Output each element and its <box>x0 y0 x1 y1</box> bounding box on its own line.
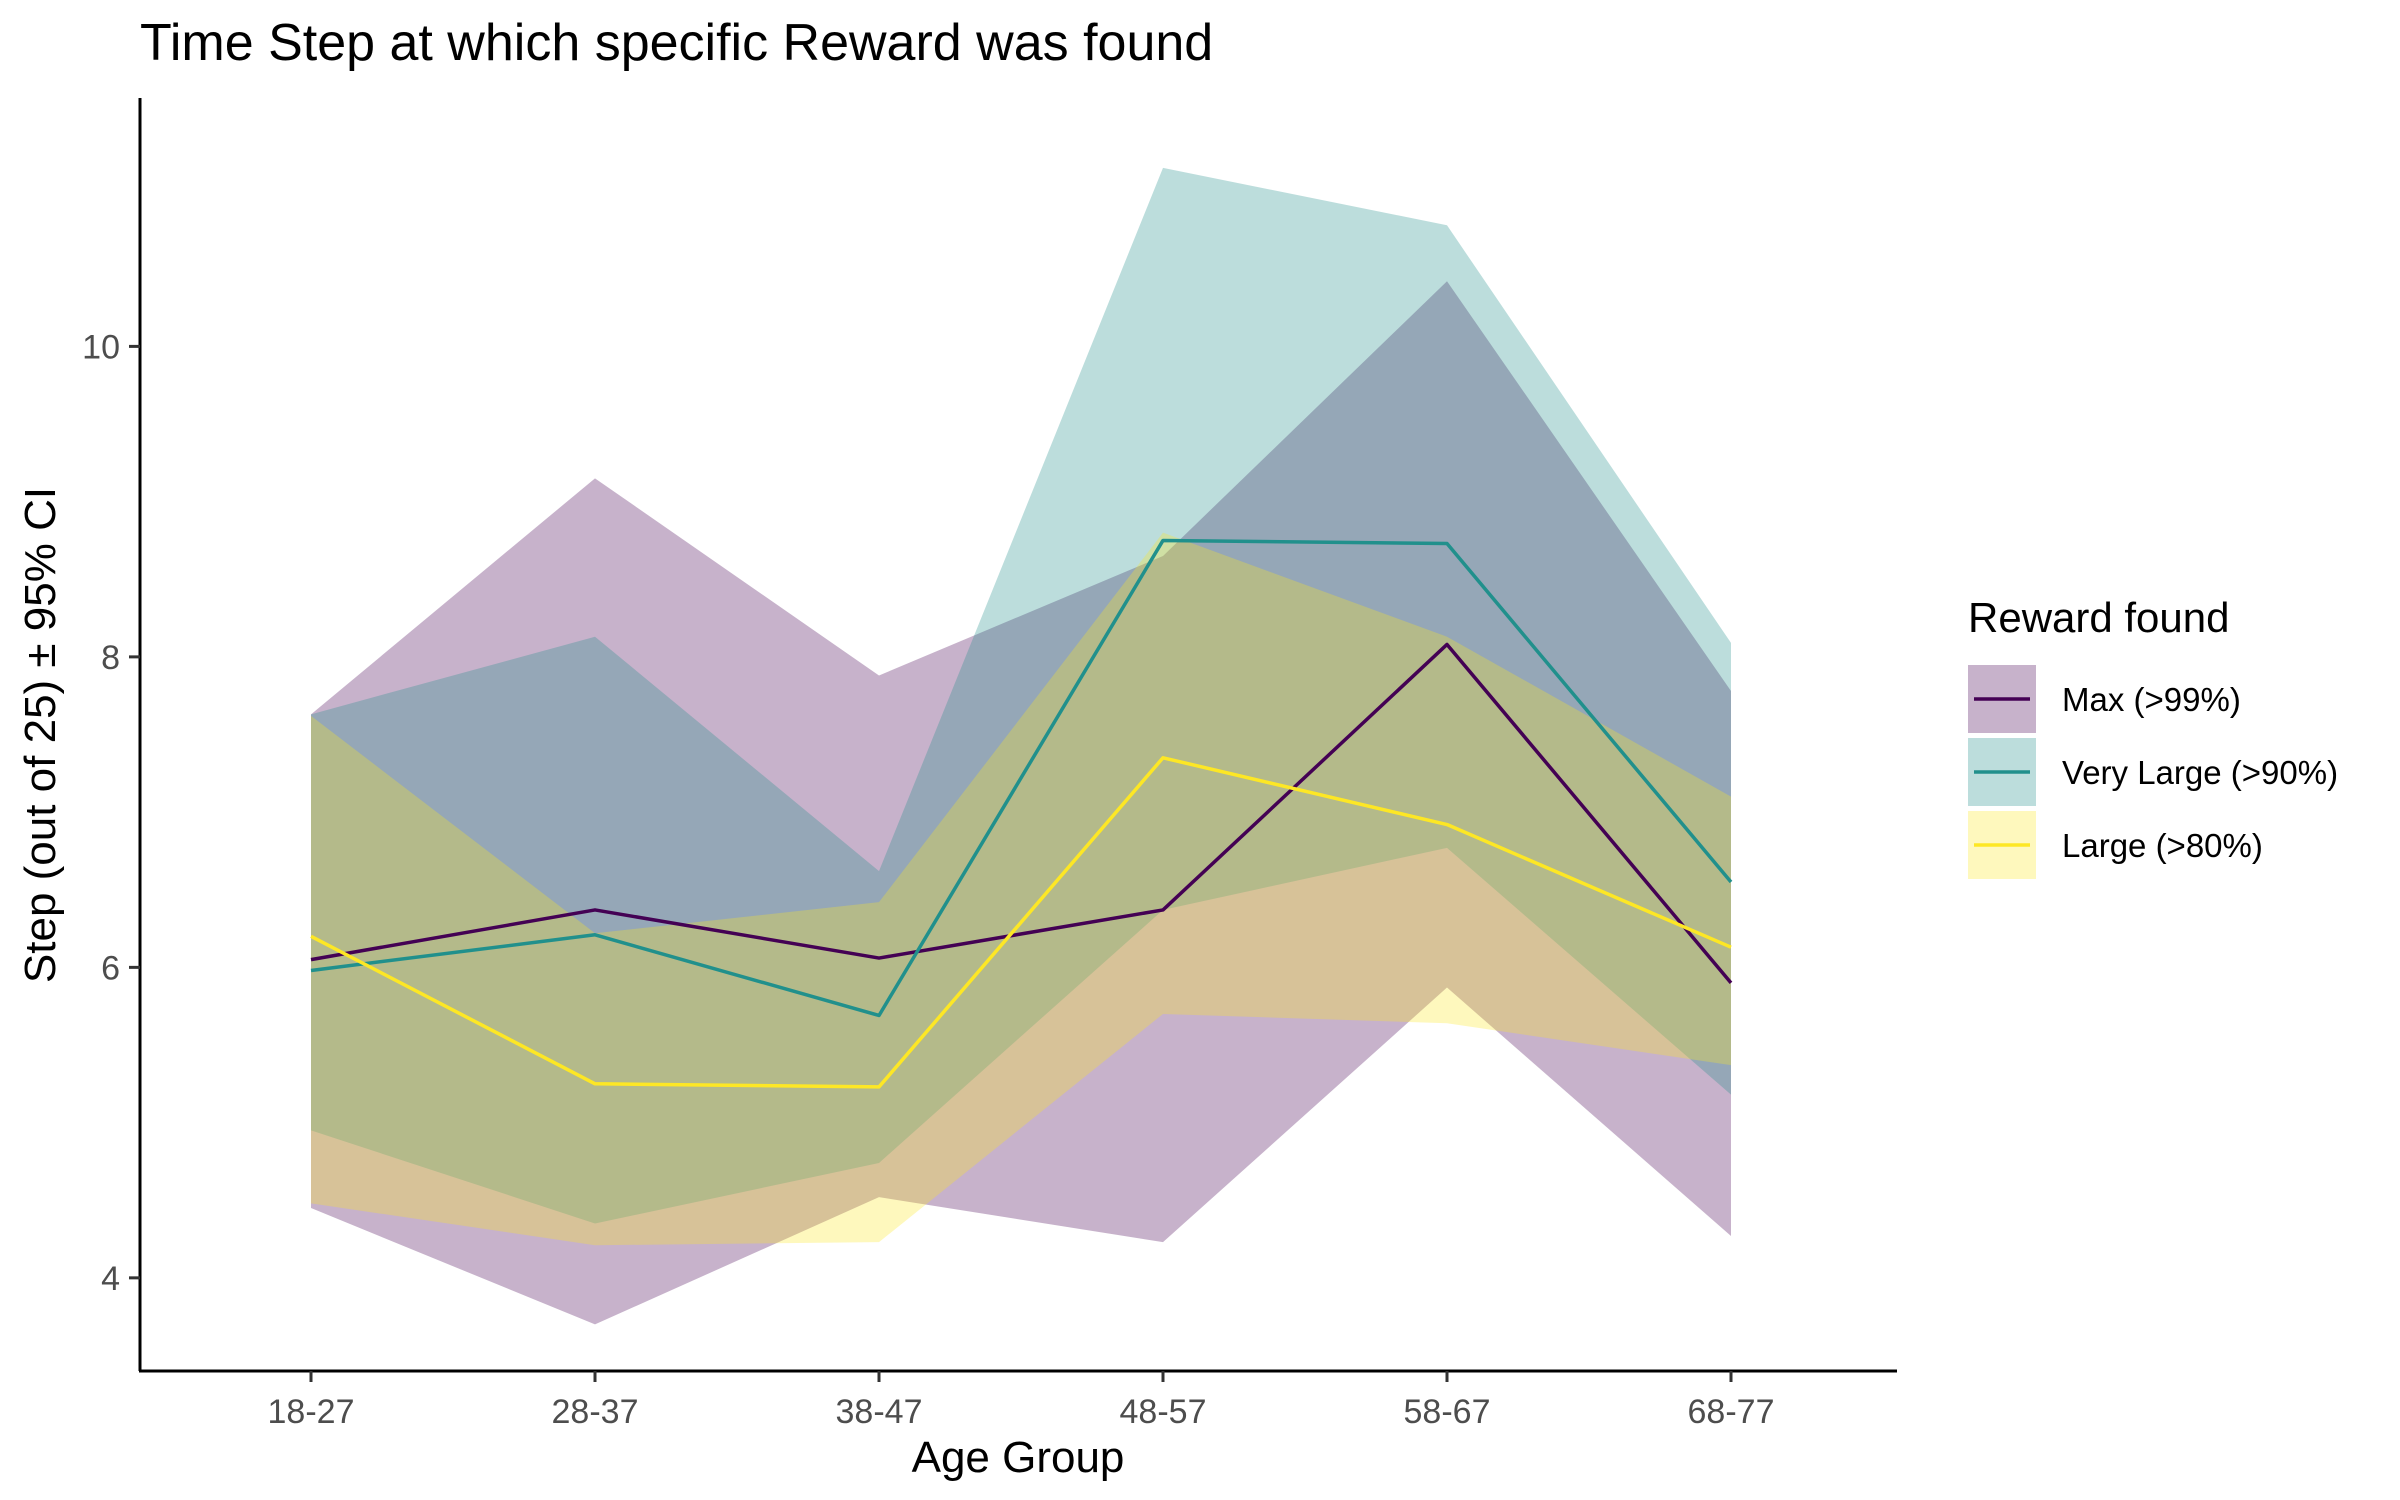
legend-label: Very Large (>90%) <box>2062 754 2338 791</box>
x-axis-ticks: 18-27 28-37 38-47 48-57 58-67 68-77 <box>268 1371 1775 1431</box>
series-line-very-large-90 <box>310 538 1733 1018</box>
y-axis-title: Step (out of 25) ± 95% CI <box>16 487 65 983</box>
y-tick-label: 8 <box>101 639 120 677</box>
legend-item-max-99: Max (>99%) <box>1968 665 2241 733</box>
x-tick-label: 68-77 <box>1688 1393 1775 1431</box>
legend-label: Large (>80%) <box>2062 827 2263 864</box>
legend-label: Max (>99%) <box>2062 681 2241 718</box>
y-axis-ticks: 4 6 8 10 <box>82 328 140 1298</box>
legend-item-very-large-90: Very Large (>90%) <box>1968 738 2338 806</box>
series-line-max-99 <box>310 642 1733 985</box>
x-tick-label: 18-27 <box>268 1393 355 1431</box>
series-lines <box>310 538 1733 1089</box>
ci-band-very-large-90 <box>311 167 1731 1224</box>
y-tick-label: 10 <box>82 328 120 366</box>
chart-title: Time Step at which specific Reward was f… <box>140 14 1213 72</box>
y-tick-label: 6 <box>101 949 120 987</box>
ci-bands <box>311 167 1731 1325</box>
legend-item-large-80: Large (>80%) <box>1968 811 2263 879</box>
x-axis-title: Age Group <box>912 1433 1125 1482</box>
y-tick-label: 4 <box>101 1260 120 1298</box>
x-tick-label: 48-57 <box>1120 1393 1207 1431</box>
legend-title: Reward found <box>1968 594 2230 641</box>
x-tick-label: 28-37 <box>552 1393 639 1431</box>
x-tick-label: 58-67 <box>1404 1393 1491 1431</box>
x-tick-label: 38-47 <box>836 1393 923 1431</box>
legend: Reward found Max (>99%) Very Large (>90%)… <box>1968 594 2338 879</box>
series-line-large-80 <box>310 756 1732 1089</box>
